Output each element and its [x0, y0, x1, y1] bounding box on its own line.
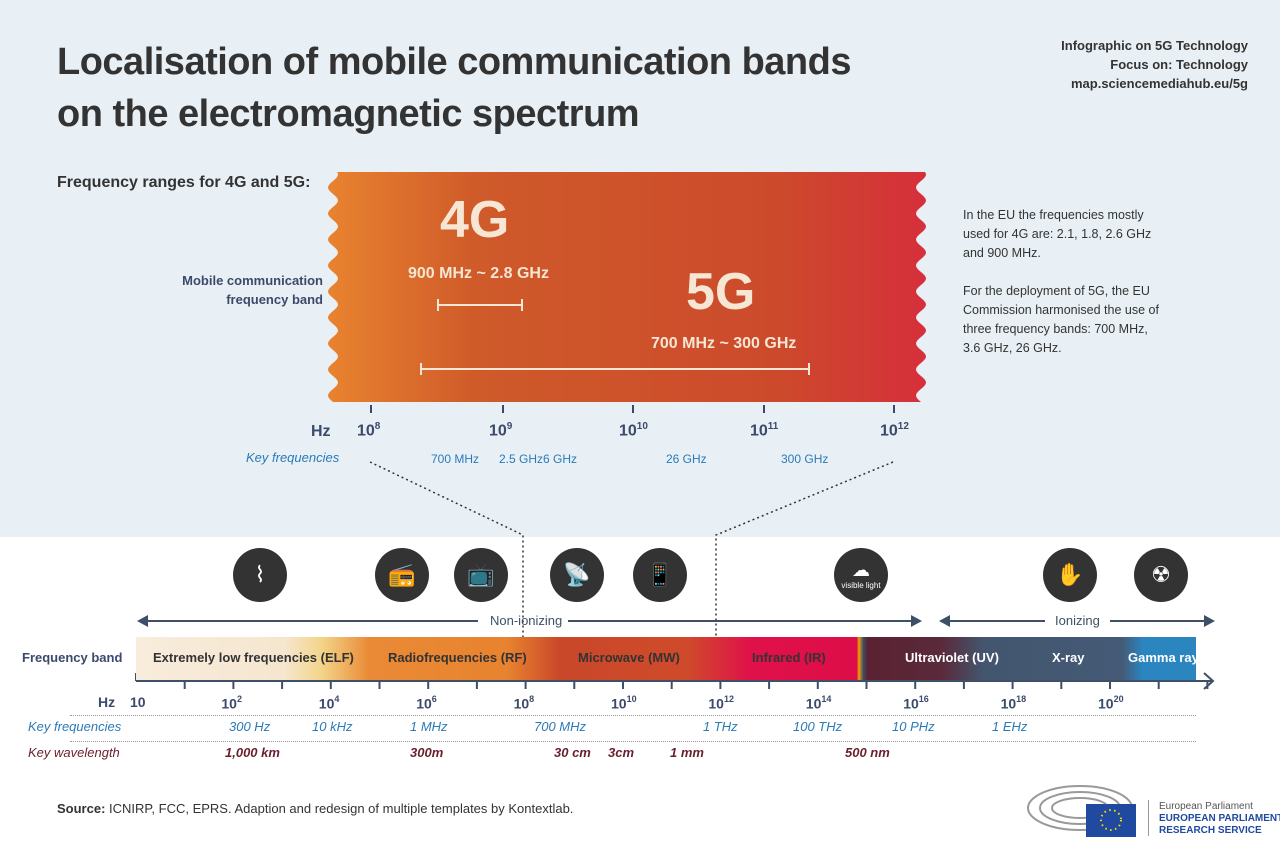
4g-range-bar [437, 299, 523, 311]
key-frequency: 300 Hz [229, 719, 271, 734]
lower-tick-label: 108 [513, 694, 535, 712]
divider [70, 741, 1196, 742]
eu-notes: In the EU the frequencies mostly used fo… [963, 208, 1159, 355]
upper-tick-label: 1010 [619, 421, 648, 440]
ionizing-label: Ionizing [1055, 613, 1100, 628]
4g-label: 4G [440, 191, 510, 249]
key-frequency: 700 MHz [534, 719, 587, 734]
key-wavelength: 3cm [608, 745, 635, 760]
key-frequencies-label: Key frequencies [28, 719, 122, 734]
lower-tick-label: 102 [221, 694, 242, 712]
logo-divider [1148, 800, 1149, 836]
power-pylon-icon: ⌇ [233, 548, 287, 602]
4g-range: 900 MHz ~ 2.8 GHz [408, 265, 549, 282]
arrow-left-icon [137, 615, 148, 627]
key-wavelength-label: Key wavelength [28, 745, 120, 760]
spectrum-band [136, 637, 1196, 680]
antenna-tower-icon: 📡 [550, 548, 604, 602]
band-elf: Extremely low frequencies (ELF) [153, 650, 354, 665]
x-ray-hand-icon: ✋ [1043, 548, 1097, 602]
upper-tick [370, 405, 372, 413]
key-wavelength: 30 cm [554, 745, 591, 760]
lower-tick-label: 1012 [708, 694, 734, 712]
key-frequency: 1 MHz [410, 719, 448, 734]
lower-tick-label: 1016 [903, 694, 929, 712]
lower-tick-label: 1010 [611, 694, 637, 712]
page-title: Localisation of mobile communication ban… [57, 41, 851, 135]
upper-key-frequencies-label: Key frequencies [246, 450, 340, 465]
band-uv: Ultraviolet (UV) [905, 650, 999, 665]
source-note: Source: ICNIRP, FCC, EPRS. Adaption and … [57, 801, 574, 816]
key-wavelength: 1,000 km [225, 745, 280, 760]
divider [70, 715, 1196, 716]
key-wavelength: 300m [410, 745, 444, 760]
mobile-band-shape [328, 172, 926, 402]
key-freq: 700 MHz [431, 452, 480, 466]
key-freq: 2.5 GHz [499, 452, 544, 466]
non-ionizing-label: Non-ionizing [490, 613, 563, 628]
radio-icon: 📻 [375, 548, 429, 602]
television-icon: 📺 [454, 548, 508, 602]
key-freq: 6 GHz [543, 452, 578, 466]
upper-tick-label: 1011 [750, 421, 779, 440]
lower-tick-label: 10 [130, 694, 146, 710]
key-frequency: 10 PHz [892, 719, 935, 734]
lower-tick-label: 1014 [805, 694, 832, 712]
key-frequency: 1 THz [703, 719, 738, 734]
key-wavelength: 1 mm [670, 745, 704, 760]
radiation-icon: ☢ [1134, 548, 1188, 602]
upper-tick-label: 109 [489, 421, 513, 440]
lower-axis-unit: Hz [98, 694, 116, 710]
5g-label: 5G [686, 263, 756, 321]
key-freq: 300 GHz [781, 452, 829, 466]
lower-tick-label: 106 [416, 694, 437, 712]
key-freq: 26 GHz [666, 452, 707, 466]
key-wavelength: 500 nm [845, 745, 890, 760]
mobile-band-label: Mobile communication frequency band [182, 273, 323, 307]
key-frequency: 100 THz [793, 719, 843, 734]
lower-tick-label: 104 [318, 694, 340, 712]
band-mw: Microwave (MW) [578, 650, 680, 665]
subtitle: Frequency ranges for 4G and 5G: [57, 174, 311, 191]
infographic-meta: Infographic on 5G Technology Focus on: Te… [1061, 38, 1248, 91]
lower-tick-label: 1018 [1000, 694, 1027, 712]
upper-tick [632, 405, 634, 413]
upper-tick-label: 1012 [880, 421, 909, 440]
ep-logo [1025, 782, 1145, 838]
band-rf: Radiofrequencies (RF) [388, 650, 527, 665]
5g-range-bar [420, 363, 810, 375]
band-xray: X-ray [1052, 650, 1085, 665]
upper-tick [502, 405, 504, 413]
lower-tick-label: 1020 [1098, 694, 1124, 712]
upper-tick [763, 405, 765, 413]
key-frequency: 10 kHz [312, 719, 353, 734]
band-ir: Infrared (IR) [752, 650, 826, 665]
source-link[interactable]: map.sciencemediahub.eu/5g [1070, 76, 1248, 91]
band-gamma: Gamma ray [1128, 650, 1199, 665]
upper-axis-unit: Hz [311, 423, 331, 440]
visible-light-icon: ☁ visible light [834, 548, 888, 602]
arrow-right-icon [911, 615, 922, 627]
5g-range: 700 MHz ~ 300 GHz [651, 335, 797, 352]
upper-tick [893, 405, 895, 413]
frequency-band-label: Frequency band [22, 650, 123, 665]
upper-tick-label: 108 [357, 421, 381, 440]
key-frequency: 1 EHz [992, 719, 1028, 734]
smartphone-icon: 📱 [633, 548, 687, 602]
